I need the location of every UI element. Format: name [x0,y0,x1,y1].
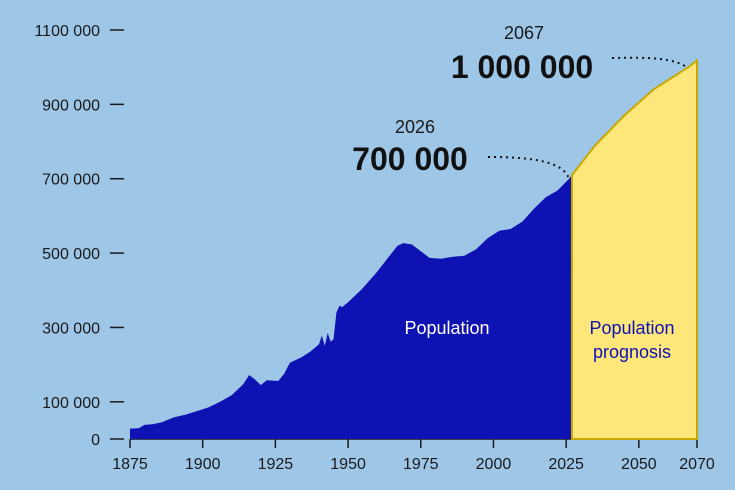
x-tick-label: 2000 [476,456,512,473]
callout-year-label: 2026 [395,117,435,137]
prognosis-population-area [570,58,698,440]
x-tick-label: 2025 [548,456,584,473]
y-tick-label: 1100 000 [34,23,100,40]
prognosis-area-label-line2: prognosis [593,342,671,362]
area-labels: Population Population prognosis [404,318,674,362]
callout-year-label: 2067 [504,23,544,43]
plot-area [130,58,698,440]
prognosis-area-label-line1: Population [589,318,674,338]
x-tick-label: 2050 [621,456,657,473]
y-tick-label: 900 000 [42,97,100,114]
callout-value-label: 700 000 [352,141,468,177]
y-tick-label: 500 000 [42,246,100,263]
x-axis: 1875 1900 1925 1950 1975 2000 2025 2050 2070 [112,438,715,473]
x-tick-label: 2070 [679,456,715,473]
y-tick-label: 700 000 [42,172,100,189]
historical-area-label: Population [404,318,489,338]
callout-value-label: 1 000 000 [451,49,593,85]
x-tick-label: 1950 [330,456,366,473]
callout-leader-line [487,156,571,180]
y-tick-label: 0 [91,432,100,449]
y-tick-label: 300 000 [42,320,100,337]
x-tick-label: 1925 [258,456,294,473]
x-tick-label: 1875 [112,456,148,473]
x-tick-label: 1975 [403,456,439,473]
annotations: 2026 700 000 2067 1 000 000 [352,23,689,180]
callout-leader-line [611,56,689,69]
x-tick-label: 1900 [185,456,221,473]
historical-population-area [130,175,572,439]
y-tick-label: 100 000 [42,395,100,412]
y-axis: 0 100 000 300 000 500 000 700 000 900 000 1100… [34,23,124,449]
